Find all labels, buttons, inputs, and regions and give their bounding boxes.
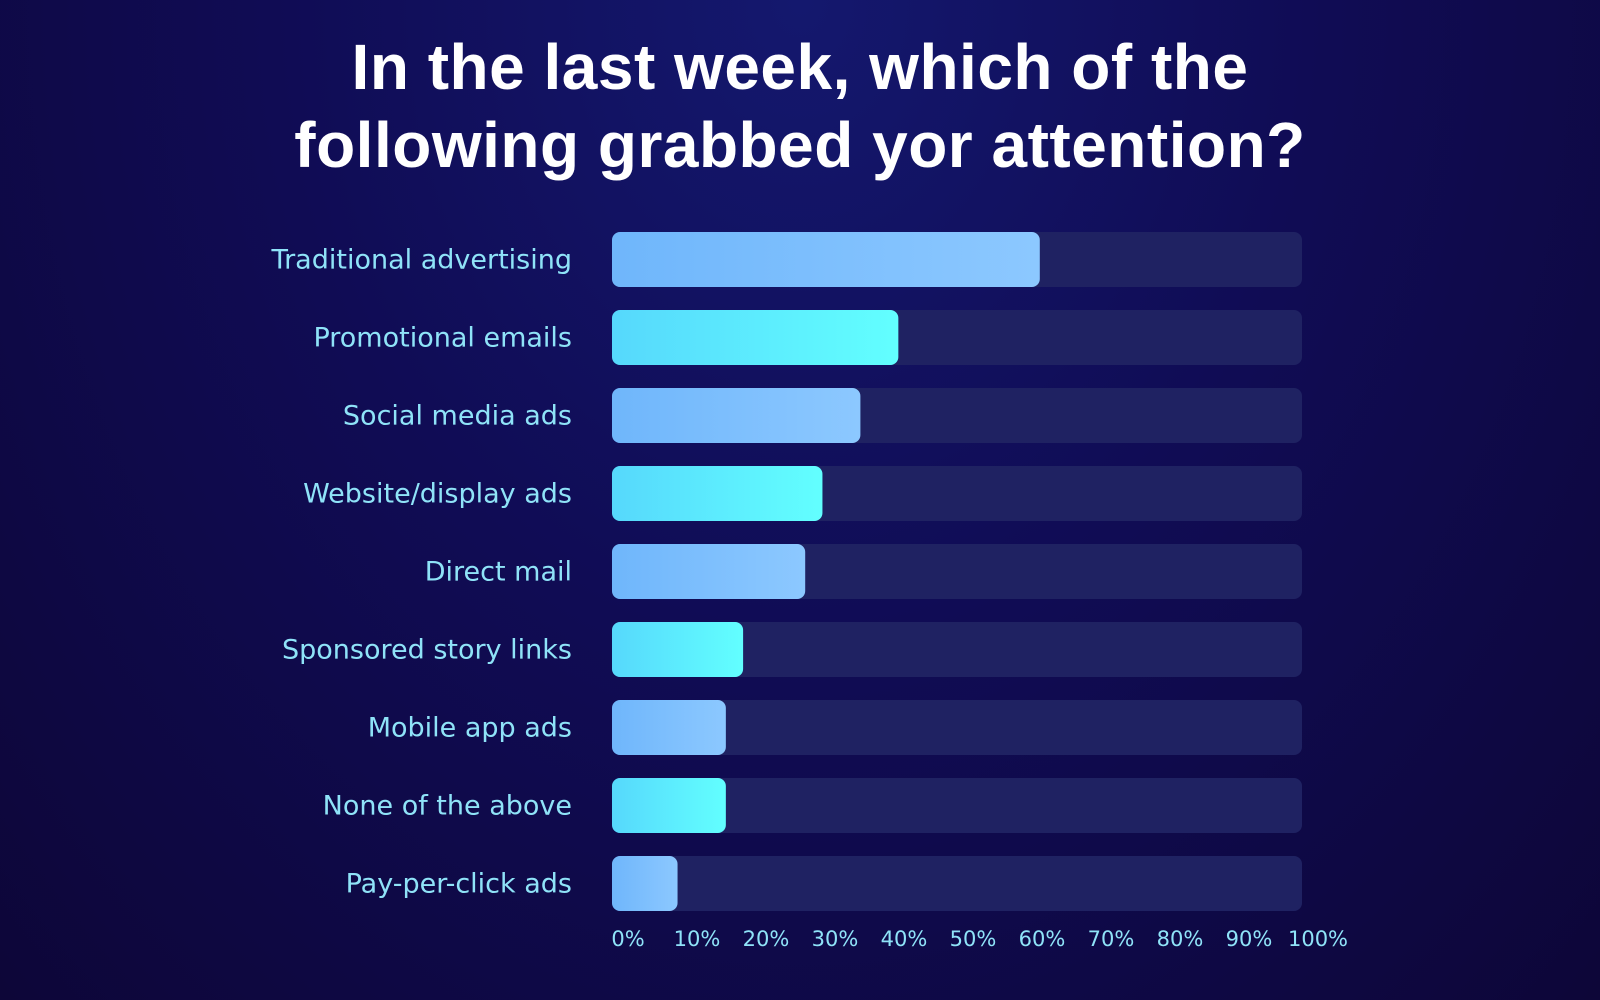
bar [612,388,861,443]
bar [612,310,899,365]
x-tick-label: 80% [1157,927,1204,951]
chart-title-line-1: In the last week, which of the [351,31,1249,103]
category-label: Pay-per-click ads [346,869,572,900]
category-label: None of the above [323,791,572,822]
x-tick-label: 100% [1288,927,1348,951]
bar [612,778,726,833]
bar [612,544,806,599]
category-label: Social media ads [343,401,572,432]
chart-title-line-2: following grabbed yor attention? [294,109,1306,181]
x-tick-label: 40% [881,927,928,951]
x-tick-label: 20% [743,927,790,951]
bar [612,700,726,755]
category-label: Traditional advertising [271,245,572,276]
bar-track [612,700,1302,755]
bar [612,856,678,911]
x-tick-label: 0% [611,927,644,951]
category-label: Promotional emails [313,323,572,354]
x-axis-tick-labels: 0% 10% 20% 30% 40% 50% 60% 70% 80% 90% 100% [611,927,1348,951]
bar-track [612,856,1302,911]
x-tick-label: 60% [1019,927,1066,951]
x-tick-label: 10% [674,927,721,951]
x-tick-label: 50% [950,927,997,951]
x-tick-label: 70% [1088,927,1135,951]
x-tick-label: 30% [812,927,859,951]
bar [612,466,823,521]
category-label: Sponsored story links [282,635,572,666]
category-label: Direct mail [425,557,572,588]
category-labels: Traditional advertising Promotional email… [271,245,572,900]
bar [612,622,744,677]
category-label: Website/display ads [303,479,572,510]
bar [612,232,1040,287]
chart-title: In the last week, which of the following… [0,28,1600,184]
bar-track [612,622,1302,677]
category-label: Mobile app ads [368,713,572,744]
x-tick-label: 90% [1226,927,1273,951]
bar-track [612,778,1302,833]
bars [612,232,1040,911]
